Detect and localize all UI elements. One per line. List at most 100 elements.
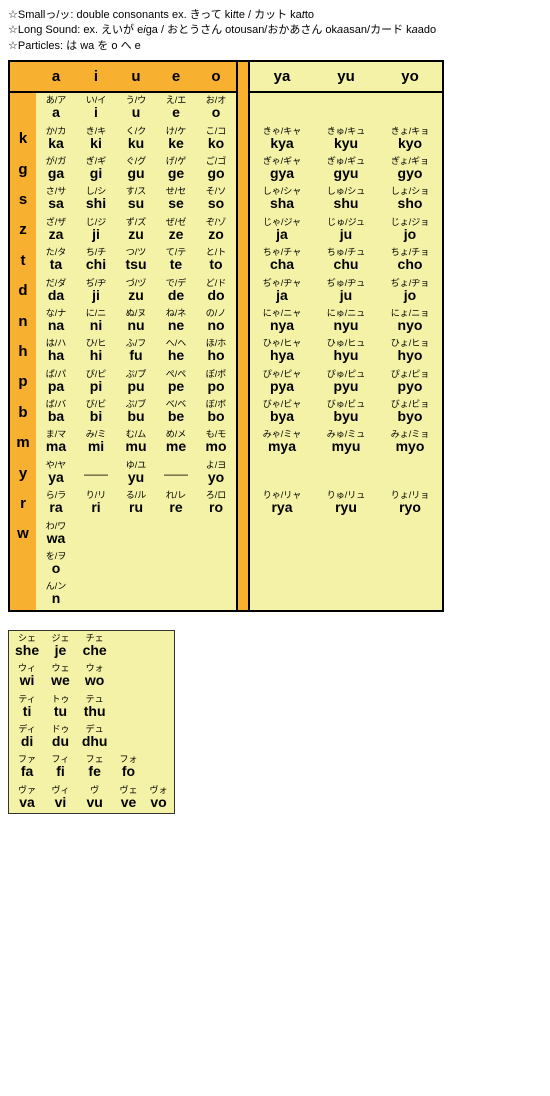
kana-cell: ち/チchi (76, 245, 116, 275)
empty-cell (156, 579, 196, 610)
row-header: h (9, 336, 36, 366)
kana-cell: そ/ソso (196, 184, 237, 214)
yoon-cell: ぢょ/ヂョjo (378, 276, 443, 306)
note-line-2: Long Sound: ex. えいが eiga / おとうさん otousan… (8, 23, 542, 38)
dash-cell: —— (156, 458, 196, 488)
kana-cell: が/ガga (36, 154, 76, 184)
kana-cell: み/ミmi (76, 427, 116, 457)
yoon-cell: ちゅ/チュchu (314, 245, 378, 275)
empty-cell (378, 519, 443, 549)
empty-cell (113, 692, 143, 722)
yoon-cell: りょ/リョryo (378, 488, 443, 518)
ext-kana-cell: ドゥdu (45, 722, 76, 752)
ext-kana-cell: シェshe (9, 630, 46, 661)
kana-cell: べ/ベbe (156, 397, 196, 427)
yoon-cell: ぢゃ/ヂャja (249, 276, 314, 306)
ext-kana-cell: ファfa (9, 752, 46, 782)
kana-cell: ぎ/ギgi (76, 154, 116, 184)
yoon-cell: ぴょ/ピョpyo (378, 367, 443, 397)
empty-cell (378, 549, 443, 579)
kana-cell: こ/コko (196, 124, 237, 154)
ext-kana-cell: ディdi (9, 722, 46, 752)
row-header: r (9, 488, 36, 518)
kana-cell: ぐ/グgu (116, 154, 156, 184)
empty-cell (113, 722, 143, 752)
note-line-3: Particles: は wa を o へ e (8, 39, 542, 54)
empty-cell (156, 519, 196, 549)
col-yo: yo (378, 61, 443, 92)
row-header: d (9, 276, 36, 306)
ext-kana-cell: フェfe (76, 752, 114, 782)
kana-cell: わ/ワwa (36, 519, 76, 549)
kana-cell: い/イi (76, 92, 116, 123)
yoon-cell: しゅ/シュshu (314, 184, 378, 214)
yoon-cell: ひゃ/ヒャhya (249, 336, 314, 366)
divider (237, 61, 249, 92)
divider (237, 488, 249, 518)
kana-cell: ぶ/ブbu (116, 397, 156, 427)
ext-kana-cell: ヴォvo (143, 783, 174, 814)
kana-cell: も/モmo (196, 427, 237, 457)
yoon-cell: びゃ/ビャbya (249, 397, 314, 427)
yoon-cell: ぴゅ/ピュpyu (314, 367, 378, 397)
kana-cell: で/デde (156, 276, 196, 306)
row-header (9, 549, 36, 579)
ext-kana-cell: テュthu (76, 692, 114, 722)
kana-cell: だ/ダda (36, 276, 76, 306)
yoon-cell: ぎょ/ギョgyo (378, 154, 443, 184)
empty-cell (143, 661, 174, 691)
divider (237, 245, 249, 275)
empty-cell (116, 579, 156, 610)
empty-cell (314, 519, 378, 549)
kana-cell: ぽ/ポpo (196, 367, 237, 397)
kana-cell: ど/ドdo (196, 276, 237, 306)
empty-cell (76, 549, 116, 579)
yoon-cell: にゅ/ニュnyu (314, 306, 378, 336)
divider (237, 215, 249, 245)
yoon-cell: びゅ/ビュbyu (314, 397, 378, 427)
kana-cell: ぼ/ボbo (196, 397, 237, 427)
divider (237, 124, 249, 154)
kana-cell: き/キki (76, 124, 116, 154)
kana-cell: ざ/ザza (36, 215, 76, 245)
yoon-cell: じゅ/ジュju (314, 215, 378, 245)
yoon-cell: りゅ/リュryu (314, 488, 378, 518)
empty-cell (143, 630, 174, 661)
yoon-cell: ひょ/ヒョhyo (378, 336, 443, 366)
ext-kana-cell: フィfi (45, 752, 76, 782)
kana-cell: ば/バba (36, 397, 76, 427)
kana-cell: う/ウu (116, 92, 156, 123)
divider (237, 367, 249, 397)
empty-cell (143, 752, 174, 782)
col-o: o (196, 61, 237, 92)
row-header: t (9, 245, 36, 275)
kana-cell: よ/ヨyo (196, 458, 237, 488)
empty-cell (249, 519, 314, 549)
kana-cell: は/ハha (36, 336, 76, 366)
yoon-cell: ぎゅ/ギュgyu (314, 154, 378, 184)
row-header: s (9, 184, 36, 214)
kana-table: a i u e o ya yu yo あ/アaい/イiう/ウuえ/エeお/オok… (8, 60, 444, 612)
yoon-cell: みゅ/ミュmyu (314, 427, 378, 457)
divider (237, 276, 249, 306)
kana-cell: へ/ヘhe (156, 336, 196, 366)
kana-cell: び/ビbi (76, 397, 116, 427)
kana-cell: ろ/ロro (196, 488, 237, 518)
empty-cell (378, 579, 443, 610)
kana-cell: ま/マma (36, 427, 76, 457)
yoon-cell: ぢゅ/ヂュju (314, 276, 378, 306)
kana-cell: あ/アa (36, 92, 76, 123)
kana-cell: え/エe (156, 92, 196, 123)
divider (237, 306, 249, 336)
empty-cell (314, 92, 378, 123)
col-u: u (116, 61, 156, 92)
notes-block: Smallっ/ッ: double consonants ex. きって kitt… (8, 8, 542, 54)
empty-cell (314, 579, 378, 610)
empty-cell (196, 519, 237, 549)
divider (237, 579, 249, 610)
empty-cell (249, 458, 314, 488)
ext-kana-cell: ヴェve (113, 783, 143, 814)
empty-cell (378, 458, 443, 488)
kana-cell: じ/ジji (76, 215, 116, 245)
ext-kana-cell: ヴィvi (45, 783, 76, 814)
